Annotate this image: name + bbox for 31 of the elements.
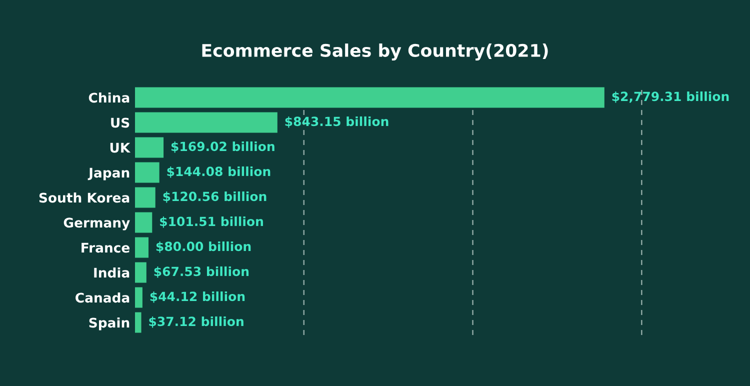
bar	[135, 262, 146, 283]
bar	[135, 87, 604, 108]
data-label: $44.12 billion	[150, 291, 245, 303]
y-tick-label: France	[82, 242, 130, 253]
chart-title: Ecommerce Sales by Country(2021)	[202, 44, 548, 60]
y-tick-label: US	[111, 118, 130, 128]
y-tick-label: Germany	[64, 218, 130, 230]
y-tick-label: Canada	[76, 292, 130, 303]
y-tick-label: India	[94, 267, 130, 278]
data-label: $843.15 billion	[285, 116, 388, 128]
bar	[135, 187, 156, 208]
data-label: $101.51 billion	[160, 216, 263, 228]
y-tick-label: China	[88, 92, 130, 103]
bar	[135, 112, 278, 133]
data-label: $144.08 billion	[167, 166, 270, 178]
bar	[135, 312, 142, 333]
data-label: $2,779.31 billion	[612, 91, 729, 103]
bar	[135, 137, 164, 158]
y-tick-label: UK	[110, 142, 131, 153]
bar	[135, 162, 160, 183]
y-tick-label: Spain	[89, 317, 130, 330]
data-label: $120.56 billion	[163, 191, 266, 203]
bar	[135, 237, 149, 258]
y-tick-label: Japan	[88, 168, 130, 180]
data-label: $80.00 billion	[156, 241, 251, 253]
data-label: $169.02 billion	[171, 141, 274, 153]
bar	[135, 212, 152, 233]
data-label: $37.12 billion	[149, 316, 244, 328]
bar	[135, 287, 142, 308]
y-tick-label: South Korea	[39, 192, 130, 203]
data-label: $67.53 billion	[154, 266, 249, 278]
